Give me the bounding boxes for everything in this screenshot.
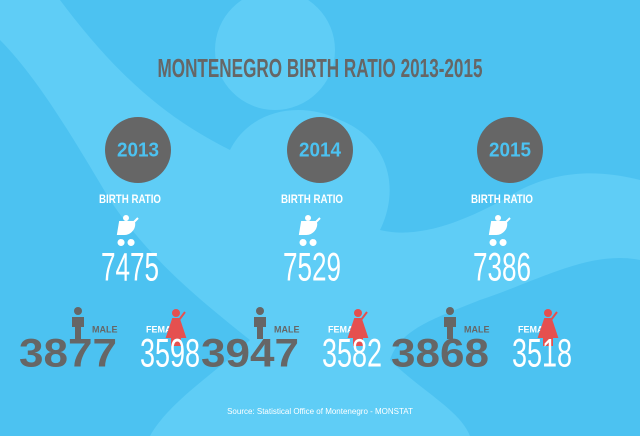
male-icon [254, 317, 266, 339]
male-count: 3868 [391, 332, 489, 376]
male-head [446, 307, 454, 315]
birth-ratio-label: BIRTH RATIO [99, 192, 161, 206]
female-icon [537, 311, 559, 346]
male-label: MALE [464, 324, 490, 334]
stroller-icon [298, 217, 321, 246]
year: 2013 [117, 139, 159, 161]
male-icon [72, 317, 84, 339]
male-head [256, 307, 264, 315]
year: 2015 [489, 139, 531, 161]
female-count: 3518 [512, 332, 572, 376]
birth-ratio-label: BIRTH RATIO [281, 192, 343, 206]
stroller-baby [123, 215, 129, 221]
stroller-icon [488, 217, 511, 246]
source: Source: Statistical Office of Montenegro… [227, 407, 413, 416]
female-icon [347, 311, 369, 346]
female-icon [165, 311, 187, 346]
female-head [354, 309, 362, 317]
female-count: 3598 [140, 332, 200, 376]
title: MONTENEGRO BIRTH RATIO 2013-2015 [158, 53, 483, 83]
female-label: FEMALE [328, 324, 365, 334]
total: 7475 [101, 246, 159, 290]
female-head [172, 309, 180, 317]
male-icon [444, 317, 456, 339]
female-count: 3582 [322, 332, 382, 376]
stroller-baby [495, 215, 501, 221]
male-label: MALE [274, 324, 300, 334]
year-circle [105, 117, 171, 183]
female-label: FEMALE [146, 324, 183, 334]
total: 7386 [473, 246, 531, 290]
stroller-icon [116, 217, 139, 246]
total: 7529 [283, 246, 341, 290]
male-count: 3947 [201, 332, 299, 376]
year: 2014 [299, 139, 342, 161]
female-head [544, 309, 552, 317]
stroller-baby [305, 215, 311, 221]
male-head [74, 307, 82, 315]
female-label: FEMALE [518, 324, 555, 334]
male-label: MALE [92, 324, 118, 334]
year-circle [477, 117, 543, 183]
year-circle [287, 117, 353, 183]
male-count: 3877 [19, 332, 117, 376]
birth-ratio-label: BIRTH RATIO [471, 192, 533, 206]
